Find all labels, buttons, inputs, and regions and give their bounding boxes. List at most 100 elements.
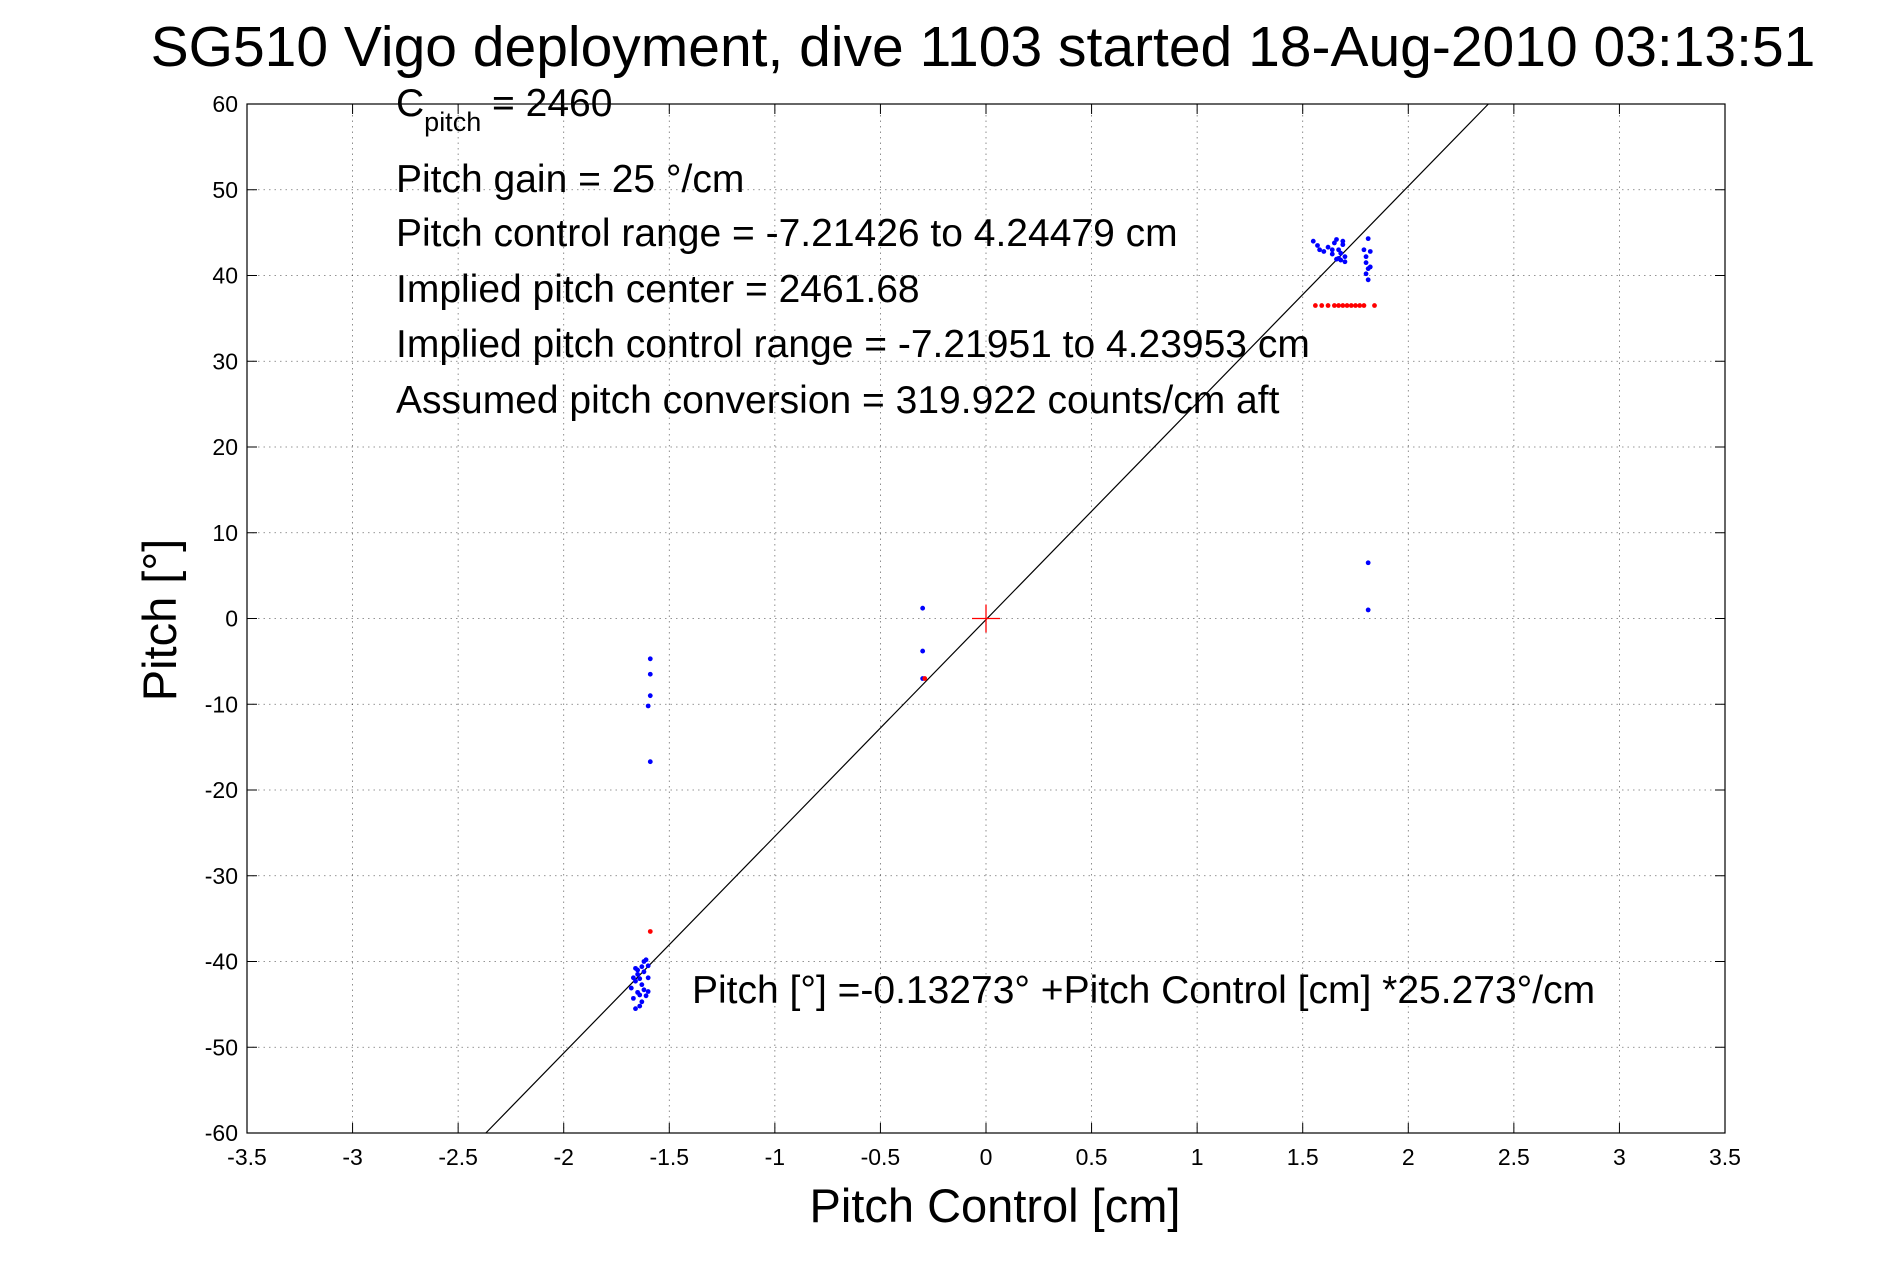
data-point (647, 929, 653, 934)
x-tick-label: 0.5 (1076, 1144, 1108, 1170)
data-point (637, 992, 643, 998)
y-axis-label: Pitch [°] (133, 539, 186, 701)
x-tick-label: 0 (980, 1144, 993, 1170)
c-pitch-subscript: pitch (424, 107, 481, 137)
data-point (1321, 249, 1327, 254)
grid (247, 104, 1725, 1133)
x-tick-labels: -3.5 -3 -2.5 -2 -1.5 -1 -0.5 0 0.5 1 1.5 2 2.5 3 3.5 (227, 1144, 1741, 1170)
data-point (1334, 237, 1339, 242)
data-point (641, 969, 647, 975)
data-point (1319, 303, 1325, 308)
data-point (643, 993, 649, 999)
x-tick-label: -0.5 (861, 1144, 901, 1170)
x-tick-label: -1 (765, 1144, 785, 1170)
data-point (633, 1006, 638, 1012)
assumed-pitch-conversion-annotation: Assumed pitch conversion = 319.922 count… (396, 379, 1280, 422)
data-point (1329, 247, 1335, 253)
data-point (1325, 244, 1331, 250)
data-point (635, 967, 641, 973)
data-point (645, 989, 651, 994)
data-point (1329, 251, 1335, 257)
x-tick-label: 2.5 (1498, 1144, 1530, 1170)
data-point (633, 978, 638, 984)
x-tick-label: 3 (1613, 1144, 1626, 1170)
data-point (922, 676, 928, 681)
data-point (645, 963, 651, 969)
y-tick-labels: -60 -50 -40 -30 -20 -10 0 10 20 30 40 50 60 (205, 91, 238, 1146)
data-point (1342, 254, 1348, 260)
data-point (641, 959, 647, 964)
data-point (1348, 303, 1354, 308)
y-tick-label: 40 (212, 263, 238, 289)
axis-ticks (246, 103, 1726, 1134)
data-point (645, 975, 651, 981)
x-tick-label: -3.5 (227, 1144, 267, 1170)
data-points (628, 236, 1377, 1012)
data-point (1340, 303, 1346, 308)
data-point (628, 985, 634, 991)
data-point (1365, 607, 1371, 613)
data-point (1361, 247, 1367, 253)
x-tick-label: -1.5 (649, 1144, 689, 1170)
data-point (1340, 238, 1346, 244)
x-tick-label: 3.5 (1709, 1144, 1741, 1170)
data-point (641, 987, 647, 993)
data-point (1336, 247, 1342, 253)
fit-equation: Pitch [°] =-0.13273° +Pitch Control [cm]… (692, 969, 1595, 1012)
y-tick-label: -20 (205, 777, 238, 803)
data-point (1340, 242, 1346, 248)
implied-pitch-control-range-annotation: Implied pitch control range = -7.21951 t… (396, 323, 1310, 366)
data-point (647, 671, 653, 677)
data-point (647, 656, 653, 662)
implied-pitch-center-annotation: Implied pitch center = 2461.68 (396, 268, 920, 311)
data-point (1365, 236, 1371, 242)
data-point (639, 964, 645, 970)
pitch-gain-annotation: Pitch gain = 25 °/cm (396, 158, 744, 201)
data-point (639, 982, 645, 988)
data-point (647, 759, 653, 765)
y-tick-label: -10 (205, 691, 238, 717)
data-point (1365, 560, 1371, 566)
data-point (647, 693, 653, 699)
x-tick-label: 1 (1191, 1144, 1204, 1170)
x-axis-label: Pitch Control [cm] (810, 1179, 1181, 1232)
data-point (639, 999, 645, 1005)
data-point (1315, 243, 1320, 248)
y-tick-label: 10 (212, 520, 238, 546)
data-point (1353, 303, 1358, 308)
data-point (1357, 303, 1363, 308)
data-point (1363, 260, 1369, 266)
c-pitch-annotation: Cpitch = 2460 (396, 82, 612, 137)
data-point (630, 975, 636, 981)
data-point (1336, 303, 1342, 308)
chart-title: SG510 Vigo deployment, dive 1103 started… (151, 15, 1816, 79)
x-tick-label: -2 (553, 1144, 573, 1170)
y-tick-label: 50 (212, 177, 238, 203)
data-point (1312, 303, 1318, 308)
data-point (1342, 259, 1348, 265)
pitch-control-range-annotation: Pitch control range = -7.21426 to 4.2447… (396, 212, 1178, 255)
y-tick-label: 60 (212, 91, 238, 117)
data-point (1372, 303, 1377, 308)
data-point (637, 976, 643, 982)
data-point (1325, 303, 1331, 308)
x-tick-label: 1.5 (1287, 1144, 1319, 1170)
data-point (1365, 277, 1371, 283)
data-point (920, 605, 926, 611)
data-point (637, 1003, 643, 1009)
y-tick-label: 20 (212, 434, 238, 460)
data-point (1367, 249, 1373, 254)
data-point (1331, 240, 1337, 246)
data-point (630, 995, 636, 1001)
c-pitch-base: C (396, 82, 424, 125)
y-tick-label: -60 (205, 1120, 238, 1146)
data-point (1310, 238, 1316, 244)
data-point (1338, 250, 1344, 256)
y-tick-label: 0 (225, 606, 238, 632)
x-tick-label: -2.5 (438, 1144, 478, 1170)
y-tick-label: -40 (205, 949, 238, 975)
y-tick-label: -50 (205, 1034, 238, 1060)
y-tick-label: -30 (205, 863, 238, 889)
